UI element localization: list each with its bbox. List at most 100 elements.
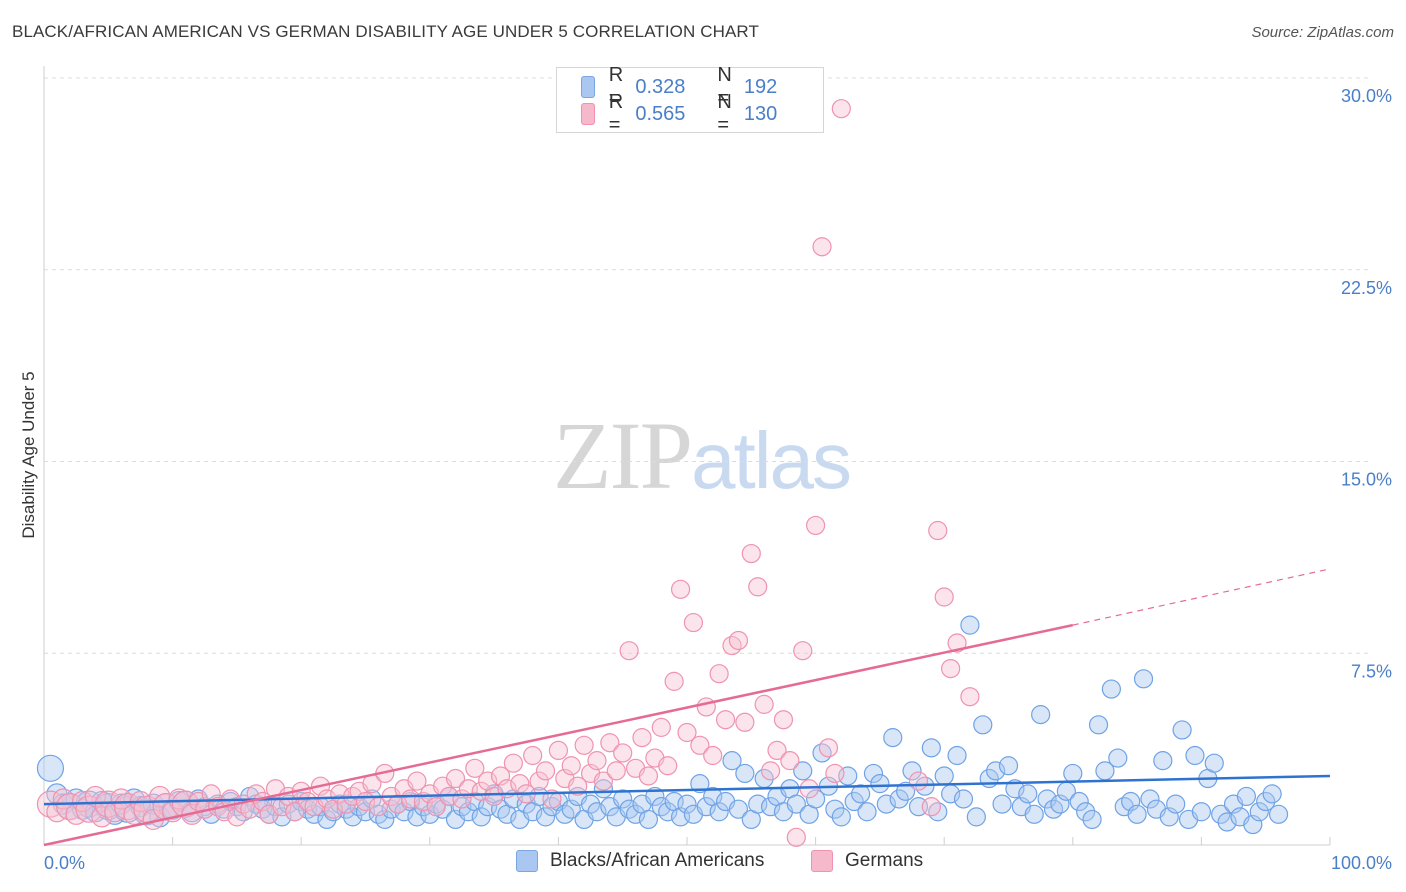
- y-tick-label: 30.0%: [1341, 86, 1392, 106]
- data-point: [960, 615, 980, 635]
- data-point: [600, 733, 620, 753]
- data-point: [902, 761, 922, 781]
- data-point: [664, 671, 684, 691]
- data-point: [825, 799, 845, 819]
- data-point: [407, 771, 427, 791]
- data-point: [683, 612, 704, 633]
- data-point: [998, 756, 1019, 776]
- legend-r-value: 0.328: [635, 75, 686, 98]
- data-point: [1236, 786, 1257, 807]
- data-point: [812, 237, 832, 257]
- legend-r-label: R =: [608, 91, 624, 136]
- data-point: [857, 802, 877, 822]
- legend-label-blacks: Blacks/African Americans: [550, 850, 765, 871]
- data-point: [651, 717, 671, 737]
- data-point: [947, 745, 967, 766]
- data-point: [754, 694, 774, 714]
- data-point: [728, 799, 749, 819]
- legend-label-germans: Germans: [845, 850, 924, 871]
- data-point: [741, 543, 761, 564]
- data-point: [1185, 745, 1205, 766]
- data-point: [722, 751, 742, 771]
- legend-swatch-pink: [811, 850, 833, 872]
- legend-n-value: 130: [743, 102, 778, 125]
- data-point: [986, 761, 1006, 781]
- data-point: [1088, 715, 1109, 735]
- data-point: [168, 788, 190, 810]
- data-point: [580, 794, 601, 814]
- data-point: [426, 797, 446, 817]
- data-point: [1256, 791, 1276, 812]
- source-label[interactable]: Source: ZipAtlas.com: [1251, 24, 1394, 41]
- data-point: [670, 579, 691, 599]
- data-point: [593, 779, 614, 799]
- x-tick-label: 0.0%: [44, 853, 85, 873]
- data-point: [368, 804, 388, 824]
- data-point: [1018, 784, 1038, 804]
- series-legend: Blacks/African Americans Germans: [0, 850, 1406, 878]
- data-point: [465, 758, 485, 778]
- data-point: [709, 664, 729, 684]
- data-point: [812, 743, 832, 763]
- data-point: [503, 753, 523, 773]
- data-point: [317, 809, 337, 830]
- data-point: [992, 794, 1012, 814]
- data-point: [805, 515, 826, 536]
- trend-lines: [43, 568, 1331, 847]
- data-point: [748, 577, 768, 597]
- watermark-atlas: atlas: [691, 416, 852, 505]
- data-point: [780, 751, 800, 771]
- data-point: [1204, 753, 1224, 773]
- legend-row-pink: R = 0.565 N = 130: [581, 91, 826, 136]
- data-point: [542, 789, 562, 809]
- data-point: [941, 658, 961, 679]
- data-point: [336, 794, 356, 814]
- data-point: [703, 745, 723, 766]
- data-point: [715, 710, 736, 730]
- data-point: [921, 797, 941, 817]
- data-point: [1037, 789, 1057, 809]
- legend-item-germans[interactable]: Germans: [811, 850, 923, 872]
- data-point: [548, 740, 569, 761]
- data-point: [1191, 802, 1212, 822]
- data-point: [799, 779, 819, 799]
- data-point: [793, 761, 813, 781]
- data-point: [638, 766, 659, 786]
- legend-n-value: 192: [743, 75, 778, 98]
- data-point: [818, 738, 839, 758]
- legend-item-blacks[interactable]: Blacks/African Americans: [516, 850, 764, 872]
- data-point: [445, 768, 466, 789]
- data-point: [889, 789, 909, 809]
- data-point: [568, 776, 588, 796]
- y-axis-label: Disability Age Under 5: [19, 371, 38, 538]
- data-point: [696, 697, 716, 717]
- data-point: [1153, 751, 1173, 771]
- data-point: [908, 771, 929, 791]
- series-germans: [36, 99, 980, 847]
- data-point: [1217, 812, 1237, 832]
- data-point: [1076, 802, 1096, 822]
- stats-legend: R = 0.328 N = 192 R = 0.565 N = 130: [556, 64, 826, 136]
- legend-row-blue: R = 0.328 N = 192: [581, 64, 826, 109]
- data-point: [844, 791, 864, 812]
- data-point: [574, 735, 594, 755]
- data-point: [883, 728, 903, 748]
- data-point: [831, 807, 851, 827]
- x-tick-label: 100.0%: [1331, 853, 1392, 873]
- data-point: [728, 630, 749, 651]
- data-point: [1140, 789, 1160, 809]
- watermark-zip: ZIP: [553, 402, 693, 509]
- legend-r-value: 0.565: [635, 102, 686, 125]
- data-point: [1063, 763, 1083, 784]
- data-point: [928, 520, 948, 541]
- data-point: [934, 766, 954, 786]
- legend-swatch-blue: [581, 76, 595, 98]
- data-point: [1127, 804, 1147, 824]
- data-point: [523, 745, 543, 766]
- data-point: [638, 809, 659, 830]
- data-point: [619, 641, 639, 661]
- data-point: [876, 794, 896, 814]
- legend-n-label: N =: [717, 64, 732, 109]
- data-point: [677, 794, 697, 814]
- data-point: [625, 804, 646, 824]
